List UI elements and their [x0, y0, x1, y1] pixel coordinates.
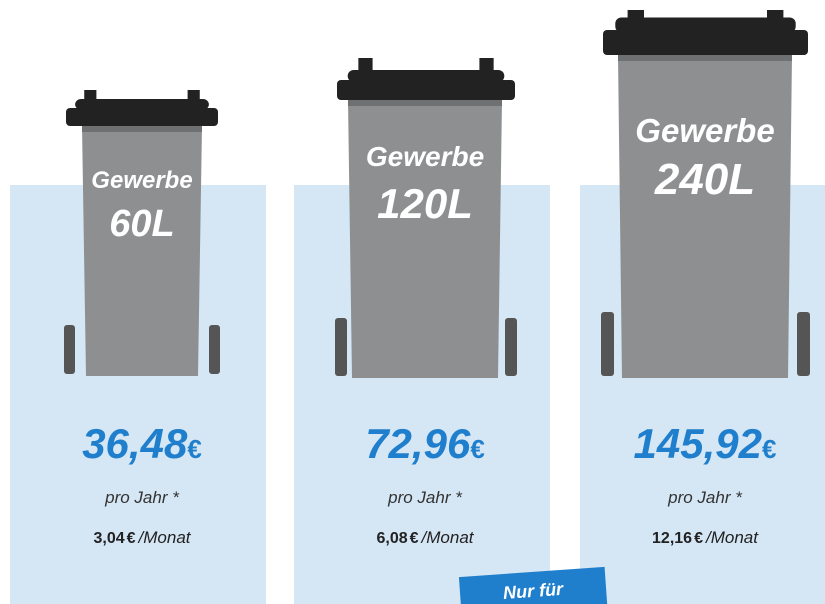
bin-part — [505, 318, 517, 376]
bin-part — [603, 30, 808, 55]
per-month: /Monat — [421, 528, 475, 547]
monthly-value: 3,04 — [93, 530, 124, 547]
monthly: 6,08€/Monat — [376, 528, 474, 547]
monthly: 3,04€/Monat — [93, 528, 191, 547]
currency: € — [470, 434, 484, 464]
currency: € — [127, 530, 136, 547]
bin-label: Gewerbe — [91, 167, 192, 194]
page: Gewerbe 60L Gewerbe 120L Gewerbe 240L 36… — [0, 0, 825, 604]
price: 36,48€ — [82, 420, 202, 467]
monthly-value: 6,08 — [376, 530, 407, 547]
per-year: pro Jahr * — [667, 488, 743, 507]
bin-part — [337, 80, 515, 100]
bin-label: Gewerbe — [366, 141, 484, 172]
bin-part — [601, 312, 614, 376]
badge-text: Nur für — [502, 579, 564, 603]
bin-part — [66, 108, 218, 126]
bin-size: 60L — [109, 203, 174, 245]
price-value: 145,92 — [634, 420, 762, 467]
price-value: 72,96 — [365, 420, 471, 467]
bin-part — [618, 55, 792, 61]
price-value: 36,48 — [82, 420, 188, 467]
bin-part — [618, 55, 792, 378]
monthly: 12,16€/Monat — [652, 528, 759, 547]
per-year: pro Jahr * — [387, 488, 463, 507]
currency: € — [410, 530, 419, 547]
monthly-value: 12,16 — [652, 530, 692, 547]
price: 145,92€ — [634, 420, 777, 467]
bin-part — [82, 126, 202, 376]
bin-part — [797, 312, 810, 376]
per-year: pro Jahr * — [104, 488, 180, 507]
bin-part — [335, 318, 347, 376]
per-month: /Monat — [138, 528, 192, 547]
currency: € — [187, 434, 201, 464]
bin-part — [348, 100, 502, 106]
bin-part — [82, 126, 202, 132]
bin-part — [209, 325, 220, 374]
bin-part — [64, 325, 75, 374]
bin-size: 120L — [377, 180, 473, 227]
price: 72,96€ — [365, 420, 485, 467]
bin-size: 240L — [654, 155, 755, 204]
per-month: /Monat — [705, 528, 759, 547]
currency: € — [694, 530, 703, 547]
bin-label: Gewerbe — [635, 112, 774, 149]
currency: € — [762, 434, 776, 464]
